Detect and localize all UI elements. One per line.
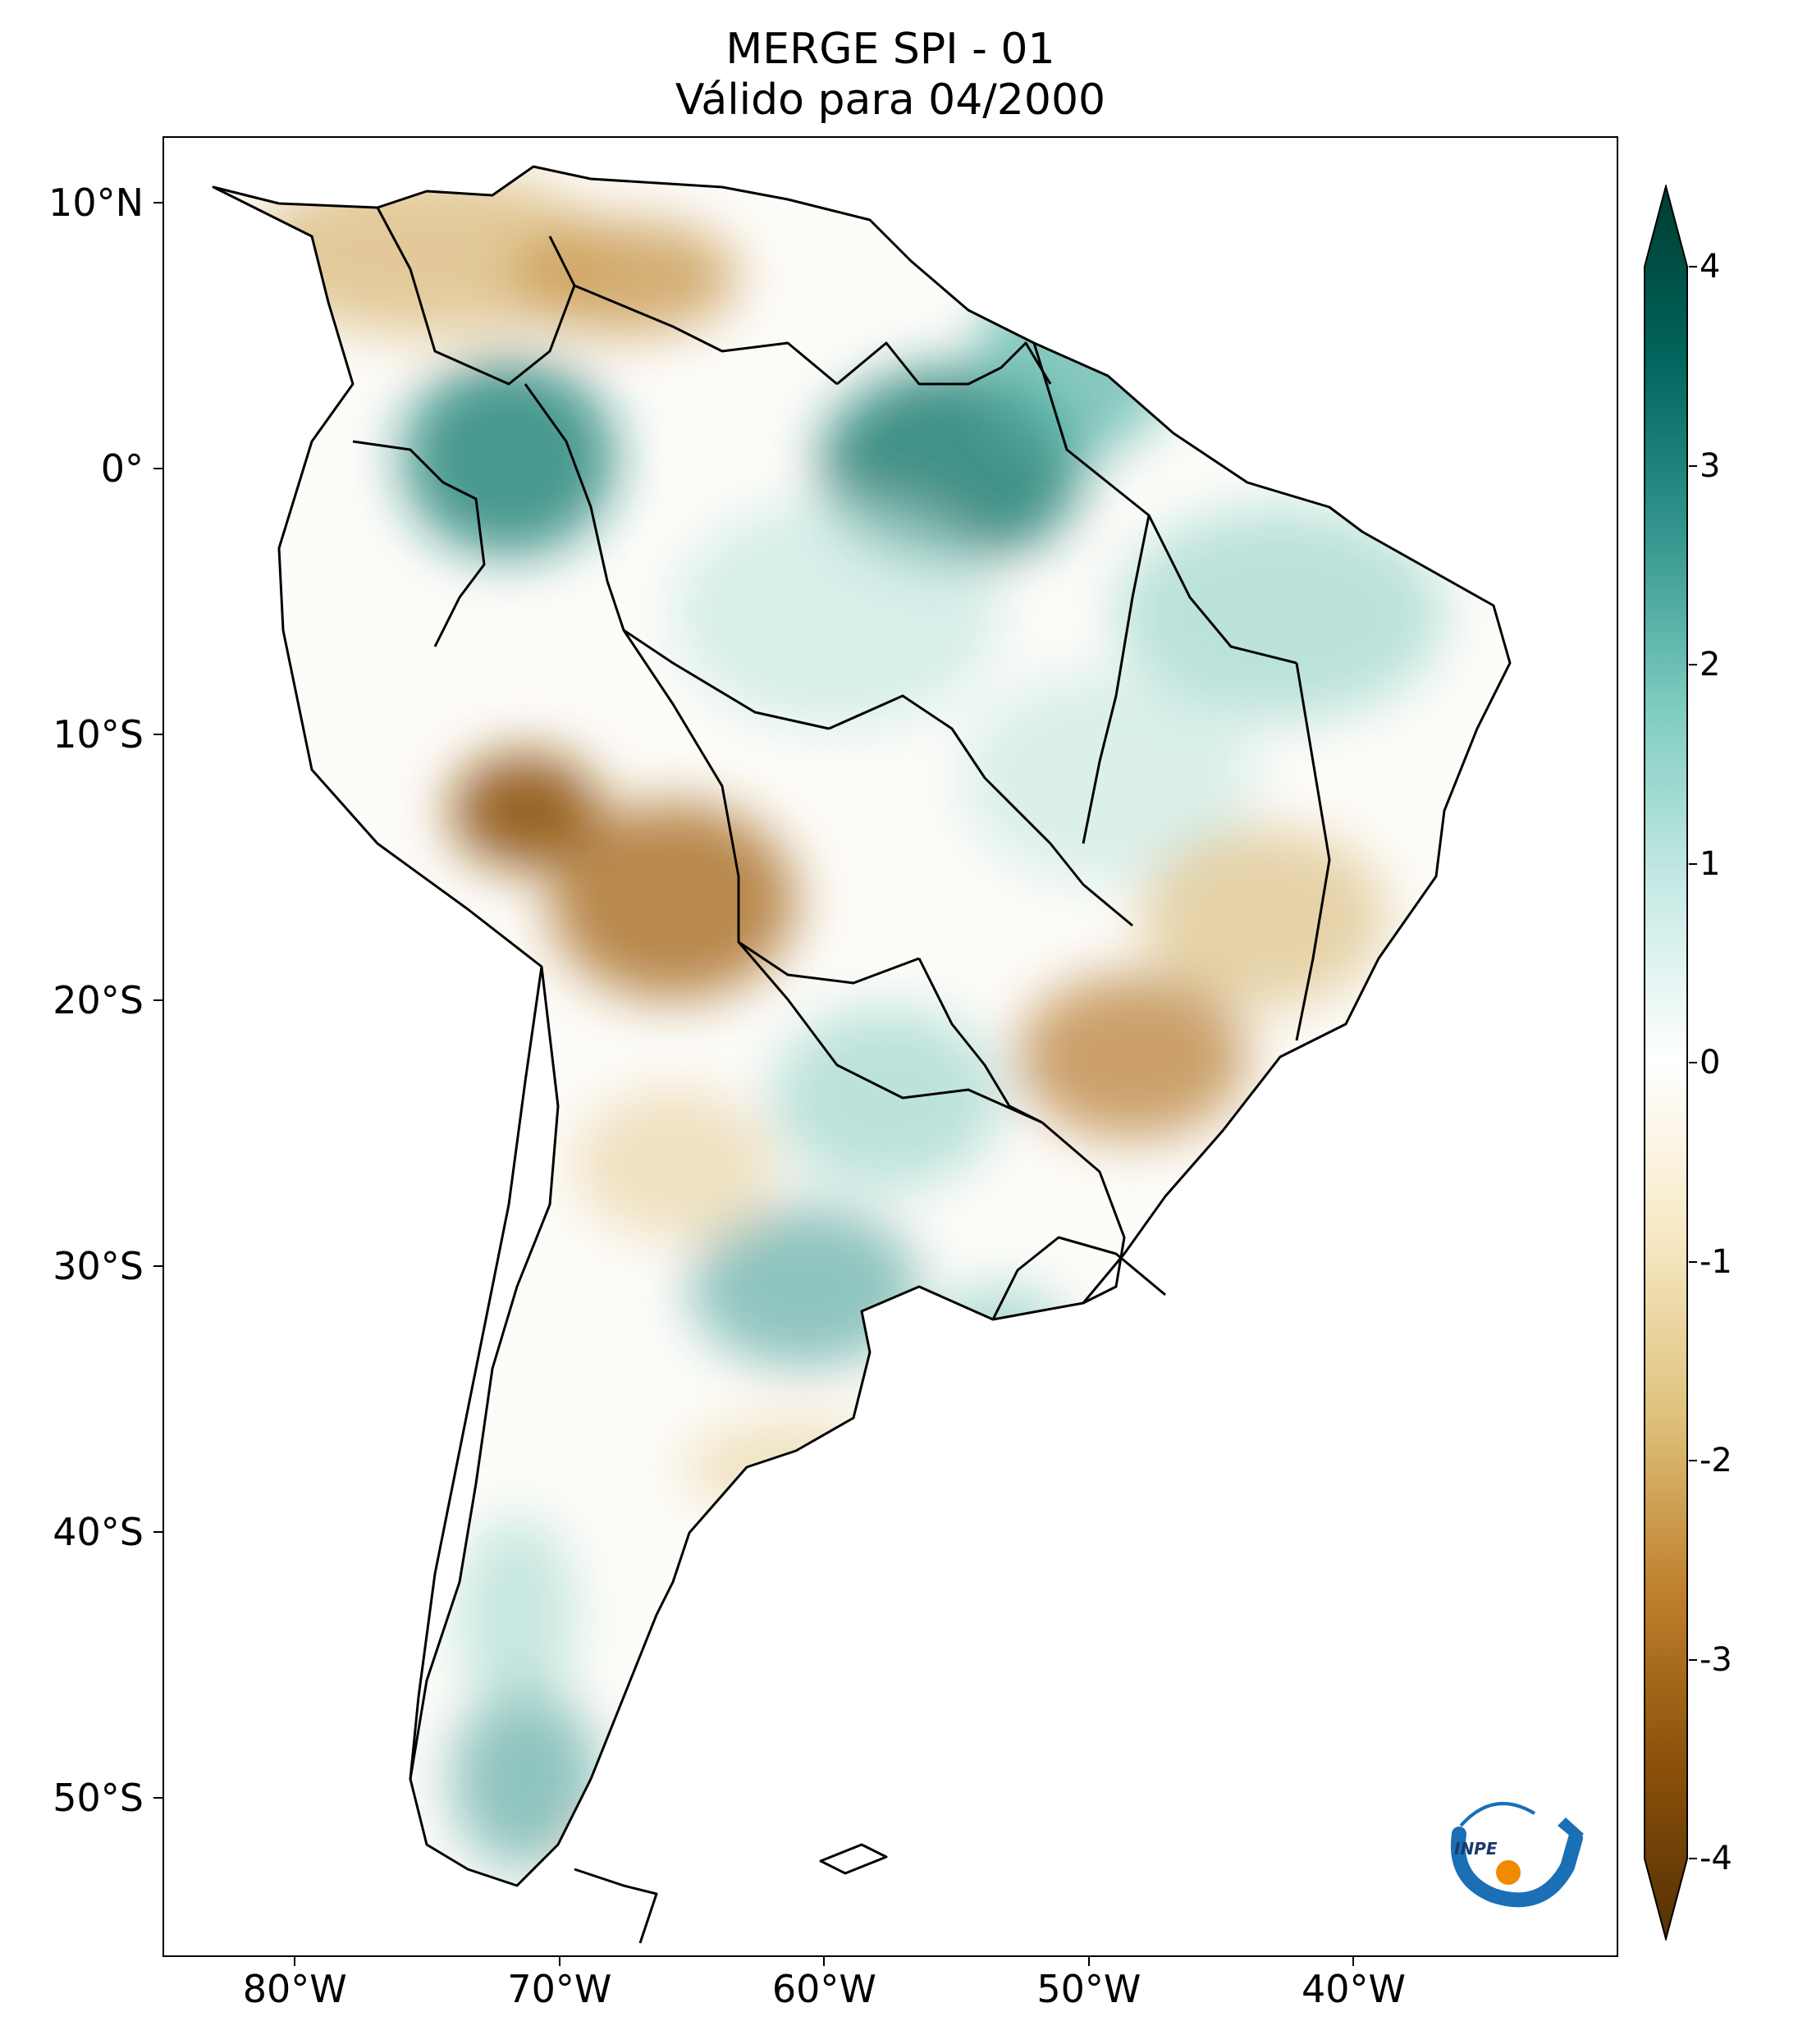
south-america-map [212,165,1512,1944]
border-paraguay [917,958,1043,1124]
colorbar-tick-mark [1689,1858,1697,1859]
lat-tick-mark [153,1530,162,1533]
colorbar-tick-mark [1689,664,1697,665]
colorbar-gradient-bar [1644,185,1688,1941]
border-colombia-peru [352,440,486,647]
lon-tick-mark [1352,1957,1355,1966]
map-subtitle: Válido para 04/2000 [675,75,1106,125]
wet-anomaly-central-argentina [689,1205,919,1369]
colorbar-tick-label: 4 [1700,248,1721,286]
lat-tick-label: 50°S [53,1775,144,1820]
lat-tick-label: 20°S [53,977,144,1022]
logo-swoosh [1451,1827,1583,1908]
wet-anomaly-northeast [1116,507,1444,720]
colorbar-tick-mark [1689,1260,1697,1263]
dry-anomaly-venezuela [509,220,739,335]
lat-tick-mark [153,1264,162,1267]
wet-anomaly-uruguay [927,1287,1075,1418]
colorbar-tick-mark [1689,266,1697,268]
lat-tick-label: 40°S [53,1509,144,1554]
border-brazil-states-east [1295,662,1331,1041]
lon-tick-mark [1087,1957,1090,1966]
dry-anomaly-bolivia [550,803,796,999]
border-guianas [836,341,1052,386]
colorbar-tick-label: 2 [1700,646,1721,684]
border-paraguay-argentina [1041,1121,1126,1305]
lat-tick-mark [153,467,162,469]
lon-tick-label: 60°W [771,1967,876,2011]
lon-tick-label: 80°W [242,1967,347,2011]
border-peru-bolivia [622,629,920,985]
lon-tick-label: 50°W [1036,1967,1141,2011]
lon-tick-mark [823,1957,826,1966]
lon-tick-mark [558,1957,560,1966]
colorbar-tick-label: -2 [1700,1442,1732,1479]
map-panel [162,136,1618,1957]
colorbar-tick-label: 3 [1700,446,1721,485]
country-borders [212,165,1512,1944]
border-uruguay [991,1236,1166,1320]
border-chile-argentina [409,966,543,1780]
logo-text: INPE [1454,1839,1498,1859]
colorbar-tick-mark [1689,862,1697,865]
colorbar-tick-label: 1 [1700,844,1721,883]
colorbar [1644,185,1688,1941]
lat-tick-mark [153,999,162,1001]
colorbar-tick-label: 0 [1700,1044,1721,1081]
border-bolivia-argentina [737,941,1043,1124]
lon-tick-label: 70°W [507,1967,612,2011]
wet-anomaly-chaco [771,1008,1001,1188]
lon-tick-mark [294,1957,296,1966]
falkland-islands-outline [819,1843,888,1875]
colorbar-tick-label: -3 [1700,1640,1732,1679]
map-title: MERGE SPI - 01 [725,25,1055,74]
dry-anomaly-peru-south [451,753,599,868]
lat-tick-label: 10°N [48,180,144,225]
logo-arrow-head [1558,1818,1584,1841]
colorbar-tick-mark [1689,1460,1697,1461]
colorbar-tick-mark [1689,1062,1697,1063]
dry-anomaly-sao-paulo [1018,975,1247,1139]
lat-tick-mark [153,733,162,735]
border-venezuela-brazil [574,284,838,386]
colorbar-tick-label: -4 [1700,1840,1732,1877]
lat-tick-mark [153,201,162,203]
lat-tick-label: 10°S [53,711,144,757]
colorbar-tick-label: -1 [1700,1242,1732,1281]
lat-tick-label: 0° [100,446,144,491]
colorbar-tick-mark [1689,464,1697,467]
wet-anomaly-guianas [977,261,1174,458]
border-tierra-del-fuego [574,1868,658,1944]
border-peru-brazil [524,383,830,730]
colorbar-tick-mark [1689,1658,1697,1661]
dry-anomaly-minas-gerais [1141,827,1387,1008]
logo-orbit-arc [1459,1802,1536,1827]
spi-field-layer [213,167,1510,1886]
wet-anomaly-patagonia-south [451,1689,599,1869]
wet-anomaly-amazon-west [402,359,615,556]
inpe-logo-icon: INPE [1451,1802,1584,1908]
lat-tick-label: 30°S [53,1243,144,1288]
lat-tick-mark [153,1796,162,1799]
border-bolivia-brazil [828,694,1133,927]
border-brazil-states-central [1082,514,1151,844]
logo-orange-dot [1496,1860,1521,1885]
lon-tick-label: 40°W [1301,1967,1406,2011]
